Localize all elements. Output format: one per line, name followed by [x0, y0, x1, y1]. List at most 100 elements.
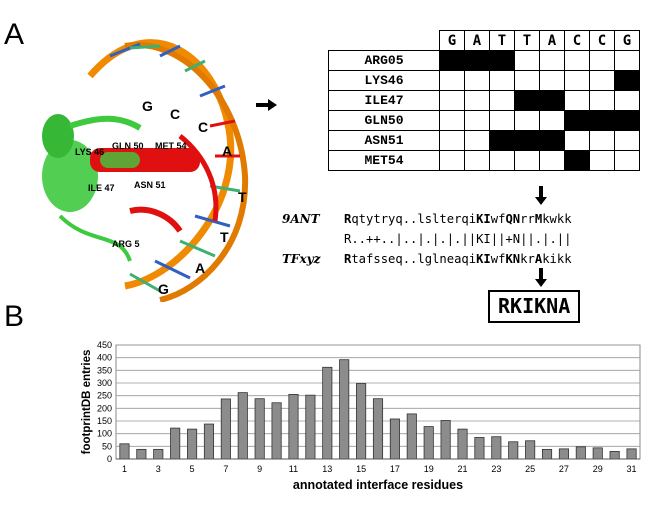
- y-tick-label: 0: [107, 454, 112, 464]
- matrix-empty-cell: [589, 90, 615, 111]
- residue-label: ARG 5: [112, 239, 140, 249]
- y-tick-label: 100: [97, 429, 112, 439]
- alignment-sequence: Rtafsseq..lglneaqiKIwfKNkrAkikk: [344, 252, 572, 266]
- matrix-residue-label: ILE47: [328, 90, 440, 111]
- alignment-row: TFxyz Rtafsseq..lglneaqiKIwfKNkrAkikk: [282, 249, 572, 269]
- protein-dna-structure-image: LYS 46 GLN 50 MET 54 ILE 47 ASN 51 ARG 5…: [42, 39, 249, 302]
- alignment-segment: wf: [490, 252, 506, 266]
- alignment-segment: kr: [520, 252, 535, 266]
- alignment-segment: wf: [490, 212, 506, 226]
- base-label: A: [195, 260, 205, 276]
- matrix-residue-label: MET54: [328, 150, 440, 171]
- x-tick-label: 15: [356, 464, 366, 474]
- matrix-base-header: C: [564, 30, 590, 51]
- dna-backbone-strand: [124, 41, 249, 302]
- matrix-empty-cell: [614, 90, 640, 111]
- residue-label: ILE 47: [88, 183, 115, 193]
- alignment-sequence-name: TFxyz: [282, 252, 321, 266]
- protein-helix: [42, 140, 98, 212]
- matrix-base-header: G: [439, 30, 465, 51]
- matrix-contact-cell: [614, 110, 640, 131]
- bar: [575, 446, 586, 460]
- base-label: C: [170, 106, 180, 122]
- matrix-empty-cell: [439, 70, 465, 91]
- matrix-row: ILE47: [328, 90, 640, 111]
- matrix-residue-label: ARG05: [328, 50, 440, 71]
- matrix-empty-cell: [539, 110, 565, 131]
- alignment-segment: KN: [505, 252, 521, 266]
- matrix-empty-cell: [589, 50, 615, 71]
- y-tick-label: 250: [97, 391, 112, 401]
- bar: [592, 447, 603, 460]
- matrix-contact-cell: [564, 110, 590, 131]
- bar: [423, 426, 434, 460]
- matrix-empty-cell: [464, 90, 490, 111]
- bar: [288, 393, 299, 460]
- bar: [254, 398, 265, 460]
- alignment-segment: R..++..|..|.|.|.||KI||+N||.|.||: [344, 232, 572, 246]
- alignment-sequence: Rqtytryq..lslterqiKIwfQNrrMkwkk: [344, 212, 572, 226]
- matrix-empty-cell: [514, 150, 540, 171]
- y-tick-label: 200: [97, 403, 112, 413]
- matrix-empty-cell: [514, 50, 540, 71]
- bar: [440, 420, 451, 460]
- bar: [153, 448, 164, 460]
- matrix-empty-cell: [489, 90, 515, 111]
- matrix-contact-cell: [439, 50, 465, 71]
- bar: [372, 398, 384, 460]
- matrix-empty-cell: [614, 150, 640, 171]
- bar: [305, 394, 316, 460]
- x-tick-label: 19: [424, 464, 434, 474]
- bar: [491, 436, 502, 460]
- matrix-empty-cell: [489, 110, 515, 131]
- bar: [170, 427, 181, 460]
- residue-label: MET 54: [155, 141, 187, 151]
- bar: [406, 413, 417, 460]
- bar: [541, 448, 553, 460]
- matrix-empty-cell: [564, 130, 590, 151]
- alignment-row: R..++..|..|.|.|.||KI||+N||.|.||: [282, 229, 572, 249]
- x-tick-label: 17: [390, 464, 400, 474]
- matrix-residue-label: GLN50: [328, 110, 440, 131]
- matrix-empty-cell: [464, 70, 490, 91]
- matrix-empty-cell: [614, 130, 640, 151]
- matrix-empty-cell: [564, 90, 590, 111]
- matrix-empty-cell: [564, 50, 590, 71]
- alignment-segment: KI: [476, 212, 491, 226]
- matrix-empty-cell: [439, 150, 465, 171]
- x-tick-label: 3: [156, 464, 161, 474]
- x-axis-title: annotated interface residues: [293, 478, 463, 492]
- alignment-segment: QN: [505, 212, 521, 226]
- bar: [203, 423, 215, 460]
- sequence-alignment: 9ANT Rqtytryq..lslterqiKIwfQNrrMkwkk R..++…: [282, 209, 572, 269]
- matrix-empty-cell: [539, 70, 565, 91]
- footprint-result-box: RKIKNA: [488, 290, 581, 323]
- arrow-down-icon: [535, 268, 547, 287]
- alignment-segment: R: [344, 212, 352, 226]
- panel-label-b: B: [4, 300, 25, 333]
- bar: [508, 441, 519, 460]
- residue-label: LYS 46: [75, 147, 104, 157]
- protein-helix: [42, 114, 74, 158]
- alignment-segment: qtytryq..lslterqi: [351, 212, 477, 226]
- matrix-empty-cell: [489, 150, 515, 171]
- matrix-contact-cell: [489, 50, 515, 71]
- matrix-empty-cell: [439, 90, 465, 111]
- matrix-empty-cell: [439, 130, 465, 151]
- alignment-segment: KI: [476, 252, 491, 266]
- matrix-contact-cell: [539, 130, 565, 151]
- matrix-corner: [329, 31, 440, 51]
- x-tick-label: 7: [223, 464, 228, 474]
- x-tick-label: 9: [257, 464, 262, 474]
- alignment-segment: kwkk: [542, 212, 572, 226]
- matrix-contact-cell: [514, 130, 540, 151]
- y-tick-label: 50: [102, 441, 112, 451]
- matrix-base-header: T: [514, 30, 540, 51]
- x-tick-label: 23: [491, 464, 501, 474]
- residue-label: GLN 50: [112, 141, 144, 151]
- y-tick-label: 300: [97, 378, 112, 388]
- matrix-contact-cell: [589, 110, 615, 131]
- matrix-base-header: C: [589, 30, 615, 51]
- bar: [356, 383, 367, 460]
- matrix-row: ARG05: [328, 50, 640, 71]
